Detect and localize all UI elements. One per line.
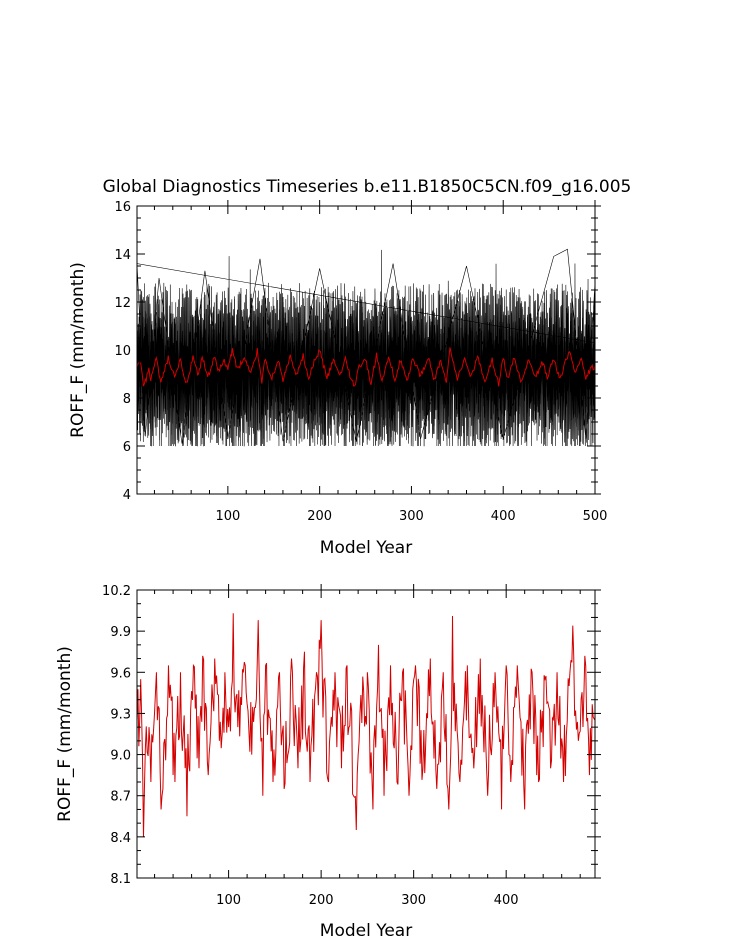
plot-frame — [136, 589, 596, 879]
y-tick-label: 8.7 — [110, 790, 131, 805]
timeseries-monthly-panel: 100 200 300 400 500 4 6 8 10 12 14 16 Model Year RO… — [68, 200, 607, 558]
y-tick-label: 9.9 — [110, 625, 131, 640]
x-axis-label: Model Year — [320, 538, 412, 558]
y-tick-label: 6 — [123, 440, 131, 455]
x-tick-label: 400 — [494, 893, 519, 908]
timeseries-annual-panel: 100 200 300 400 8.1 8.4 8.7 9.0 9.3 9.6 9.9 10.2 Mo… — [55, 584, 601, 941]
x-tick-label: 500 — [583, 509, 608, 524]
y-tick-label: 8.4 — [110, 831, 131, 846]
x-tick-label: 300 — [399, 509, 424, 524]
series-monthly-line — [136, 248, 596, 447]
y-tick-label: 9.6 — [110, 666, 131, 681]
y-tick-label: 9.3 — [110, 707, 131, 722]
chart-title: Global Diagnostics Timeseries b.e11.B185… — [103, 177, 632, 197]
series-annual-line — [136, 613, 596, 837]
plot-area-lines — [136, 613, 596, 837]
tick-marks — [137, 584, 601, 879]
y-tick-label: 8 — [123, 392, 131, 407]
x-tick-label: 400 — [491, 509, 516, 524]
y-axis-label: ROFF_F (mm/month) — [55, 646, 75, 822]
x-tick-label: 200 — [309, 893, 334, 908]
y-tick-label: 10.2 — [102, 584, 131, 599]
tick-labels: 100 200 300 400 8.1 8.4 8.7 9.0 9.3 9.6 9.9 10.2 — [102, 584, 519, 908]
y-tick-label: 14 — [114, 248, 131, 263]
y-tick-label: 9.0 — [110, 749, 131, 764]
y-tick-label: 4 — [123, 488, 131, 503]
y-tick-label: 12 — [114, 296, 131, 311]
x-tick-label: 300 — [401, 893, 426, 908]
x-axis-label: Model Year — [320, 921, 412, 941]
x-tick-label: 100 — [216, 893, 241, 908]
plot-area-lines — [136, 248, 596, 447]
y-axis-label: ROFF_F (mm/month) — [68, 262, 88, 438]
x-tick-label: 200 — [307, 509, 332, 524]
y-tick-label: 8.1 — [110, 872, 131, 887]
series-annual-line — [136, 347, 596, 387]
tick-labels: 100 200 300 400 500 4 6 8 10 12 14 16 — [114, 200, 607, 524]
x-tick-label: 100 — [215, 509, 240, 524]
y-tick-label: 10 — [114, 344, 131, 359]
y-tick-label: 16 — [114, 200, 131, 215]
tick-marks — [137, 200, 601, 495]
